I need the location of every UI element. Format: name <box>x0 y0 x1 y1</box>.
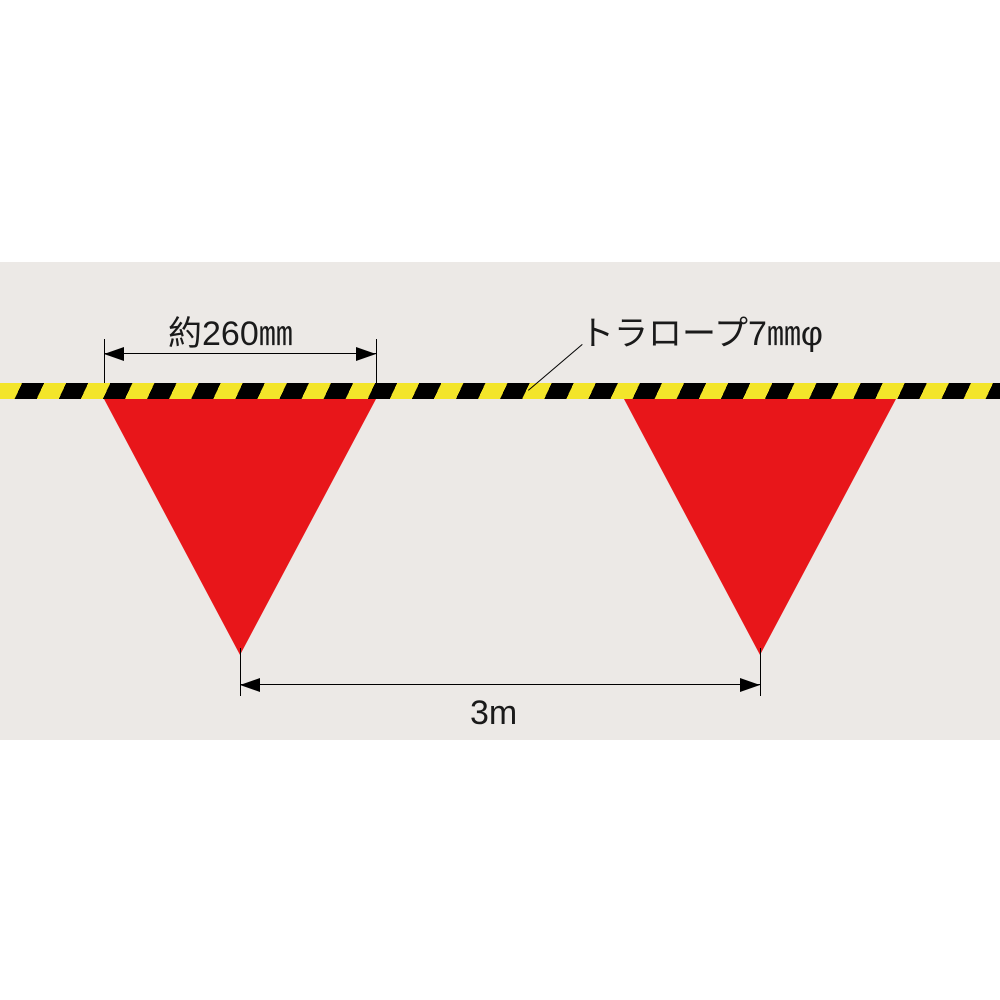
flag-width-label: 約260㎜ <box>168 306 293 355</box>
hazard-rope <box>0 383 1000 399</box>
flag-span-label: 3m <box>470 694 517 733</box>
pennant-flag <box>624 399 896 655</box>
pennant-flag <box>104 399 376 655</box>
diagram-canvas: 約260㎜ トラロープ7㎜φ 3m <box>0 0 1000 1000</box>
rope-spec-label: トラロープ7㎜φ <box>580 306 823 355</box>
